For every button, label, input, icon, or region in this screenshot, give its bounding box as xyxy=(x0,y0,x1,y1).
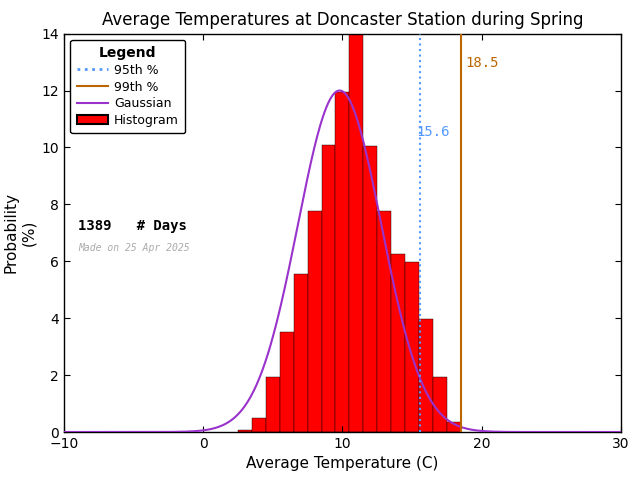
Bar xyxy=(321,145,335,432)
Text: 18.5: 18.5 xyxy=(465,56,499,71)
Bar xyxy=(433,377,447,432)
Bar xyxy=(252,418,266,432)
Bar xyxy=(364,146,377,432)
Bar xyxy=(308,211,321,432)
Bar xyxy=(419,319,433,432)
Bar xyxy=(349,34,364,432)
Bar xyxy=(266,377,280,432)
Bar xyxy=(335,92,349,432)
Bar xyxy=(405,262,419,432)
X-axis label: Average Temperature (C): Average Temperature (C) xyxy=(246,456,438,471)
Bar xyxy=(294,275,308,432)
Legend: 95th %, 99th %, Gaussian, Histogram: 95th %, 99th %, Gaussian, Histogram xyxy=(70,40,185,133)
Bar xyxy=(391,254,405,432)
Text: 15.6: 15.6 xyxy=(416,125,450,139)
Title: Average Temperatures at Doncaster Station during Spring: Average Temperatures at Doncaster Statio… xyxy=(102,11,583,29)
Y-axis label: Probability
(%): Probability (%) xyxy=(4,192,36,273)
Bar xyxy=(280,332,294,432)
Bar xyxy=(238,430,252,432)
Text: 1389   # Days: 1389 # Days xyxy=(78,219,187,233)
Bar xyxy=(447,422,461,432)
Text: Made on 25 Apr 2025: Made on 25 Apr 2025 xyxy=(78,243,189,253)
Bar xyxy=(377,211,391,432)
